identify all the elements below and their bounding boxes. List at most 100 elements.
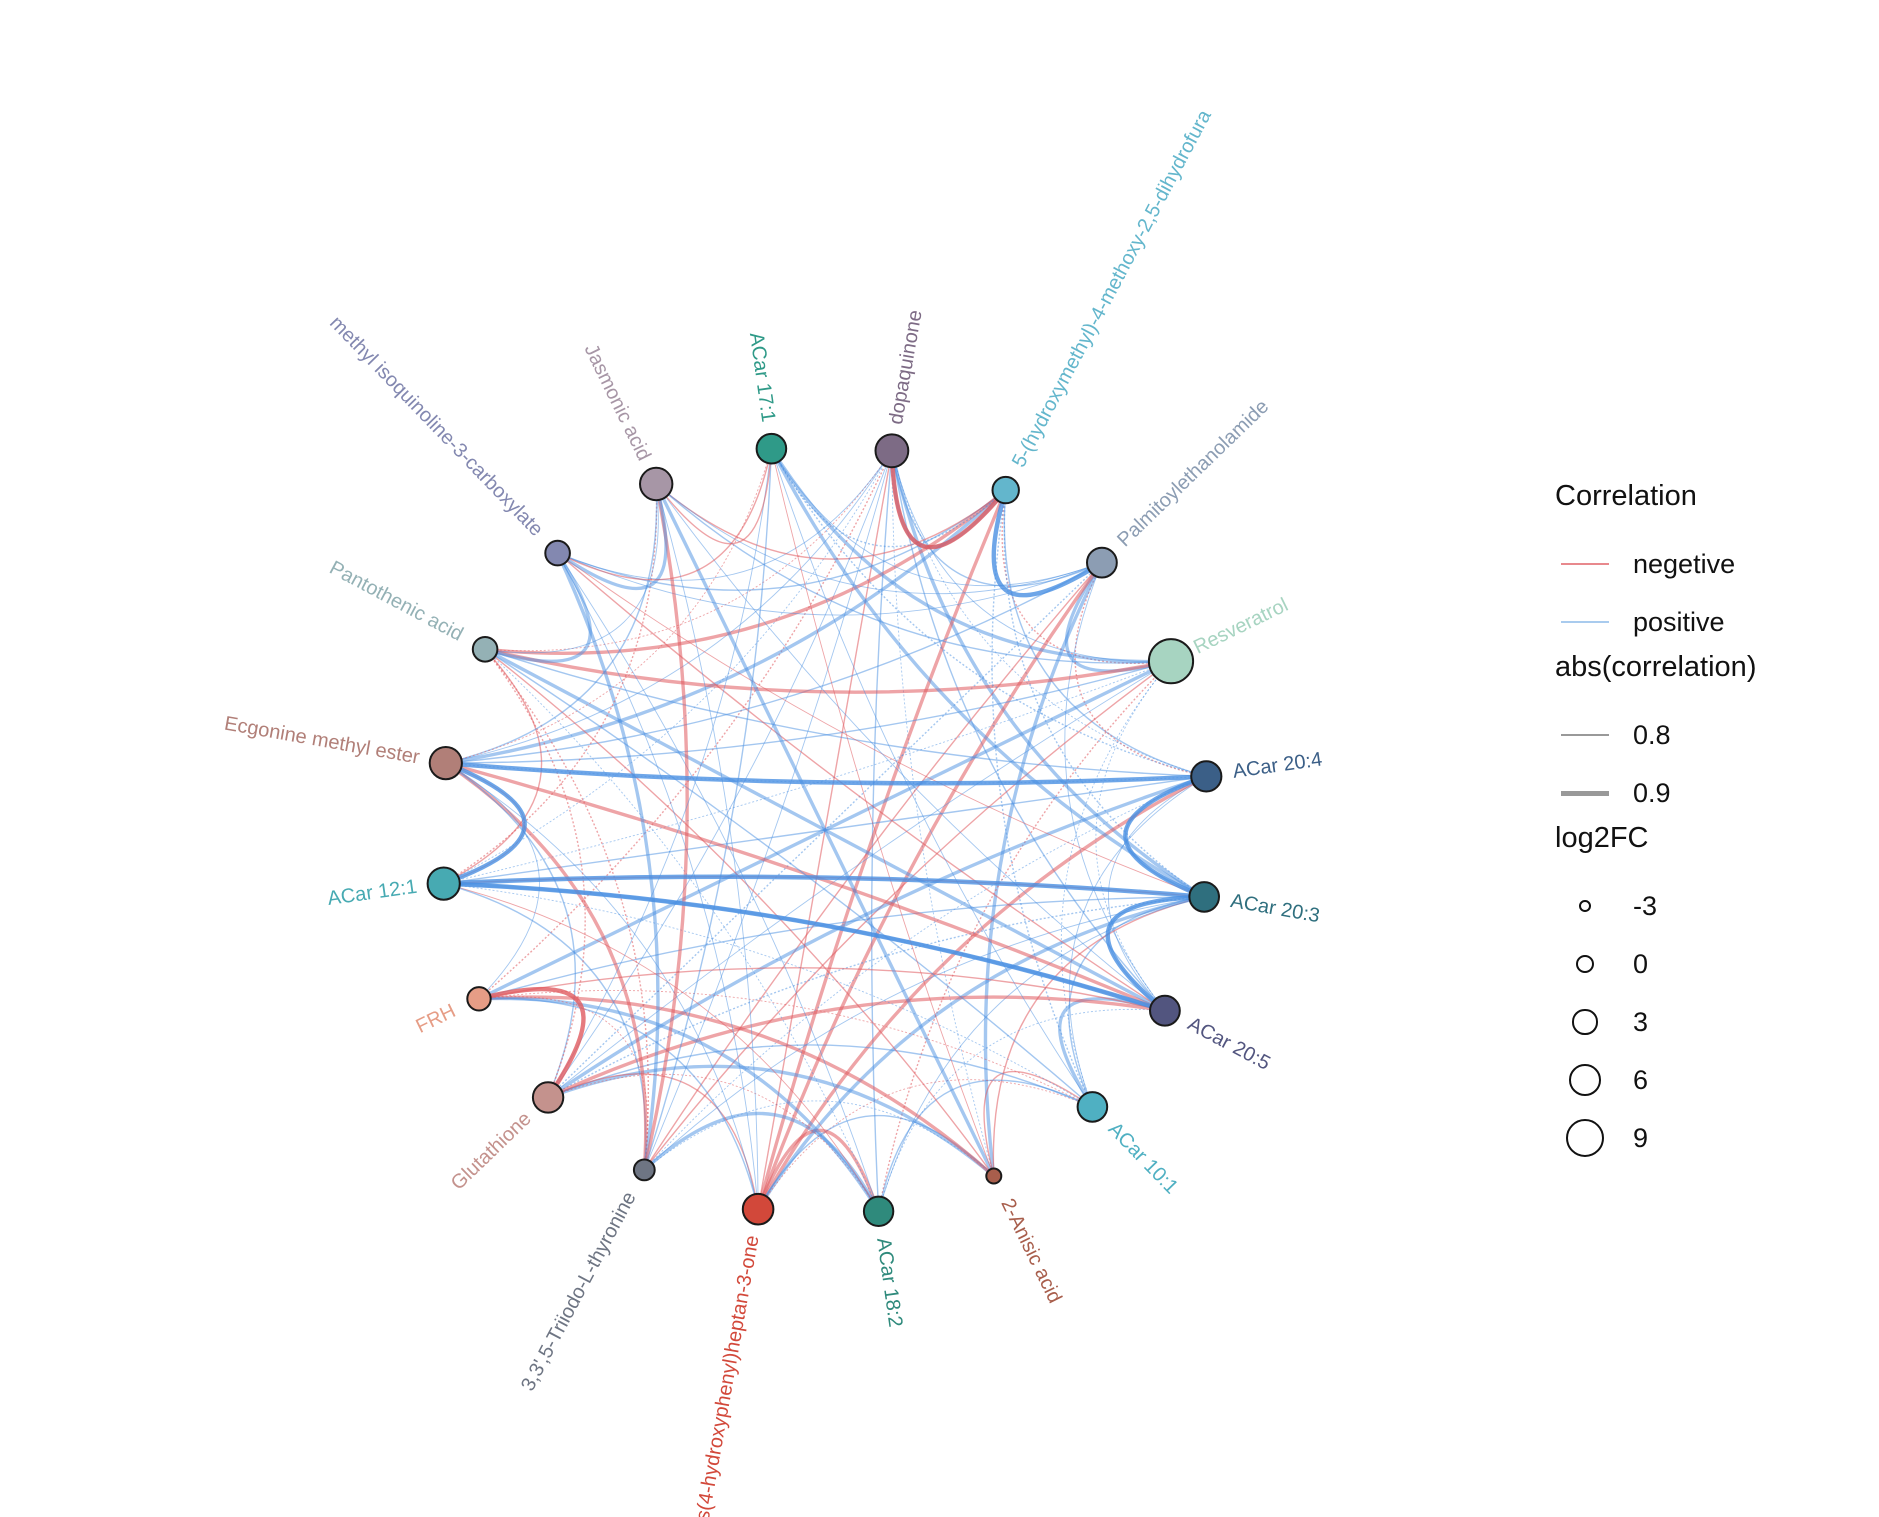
correlation-edge — [769, 447, 1206, 899]
correlation-edge — [484, 647, 1172, 694]
legend-log2fc-label: 6 — [1633, 1064, 1649, 1095]
correlation-edge — [557, 552, 1103, 616]
correlation-edge — [443, 660, 1172, 885]
legend-abs-0-8-label: 0.8 — [1633, 719, 1671, 750]
legend-abs-correlation-title: abs(correlation) — [1555, 651, 1757, 683]
legend-log2fc-circle — [1579, 900, 1591, 912]
correlation-edge — [557, 552, 880, 1212]
network-nodes — [426, 432, 1223, 1228]
correlation-edge — [445, 762, 759, 1210]
correlation-edge — [756, 895, 1205, 1211]
correlation-edge — [556, 552, 660, 1171]
legend-positive-line — [1561, 621, 1609, 623]
node-label-11: 1,7-bis(4-hydroxyphenyl)heptan-3-one — [683, 1234, 764, 1517]
legend-log2fc-circle — [1569, 1064, 1601, 1096]
correlation-edge — [1095, 660, 1172, 1011]
legend-log2fc-circle — [1565, 1118, 1605, 1158]
correlation-edge — [654, 483, 996, 1177]
correlation-edge — [769, 447, 1172, 664]
node-12 — [632, 1158, 656, 1182]
correlation-edge-strong — [445, 760, 1207, 786]
node-label-13: Glutathione — [447, 1108, 536, 1195]
correlation-edge — [878, 1009, 1165, 1212]
correlation-edge — [1058, 997, 1166, 1108]
correlation-edge — [444, 761, 648, 1171]
correlation-edge — [1003, 490, 1205, 898]
correlation-edge — [445, 483, 658, 764]
node-19 — [639, 466, 674, 502]
node-label-19: Jasmonic acid — [580, 341, 655, 465]
legend-negative-line — [1561, 563, 1609, 565]
correlation-edge — [557, 448, 773, 581]
correlation-edge — [478, 990, 1093, 1108]
correlation-edge-strong — [478, 986, 586, 1099]
node-5 — [1190, 760, 1223, 793]
correlation-edge — [485, 483, 659, 654]
correlation-edge — [557, 552, 759, 1210]
correlation-edge — [642, 483, 689, 1171]
correlation-edge — [871, 450, 893, 1212]
correlation-edge — [983, 561, 1104, 1177]
node-4 — [1147, 638, 1195, 685]
legend-abs-0-9-row: 0.9 — [1555, 764, 1855, 822]
legend-log2fc-circle — [1572, 1009, 1598, 1035]
correlation-edge-strong — [1123, 774, 1208, 899]
legend-log2fc-label: 9 — [1633, 1122, 1649, 1153]
legend-log2fc-label: 3 — [1633, 1006, 1649, 1037]
correlation-edge — [443, 883, 1093, 1108]
correlation-edge — [655, 483, 1007, 560]
correlation-edge — [770, 448, 1093, 1108]
node-label-20: ACar 17:1 — [745, 331, 779, 423]
correlation-edge — [643, 660, 1172, 1171]
correlation-edge-strong — [443, 881, 1166, 1013]
node-11 — [741, 1192, 775, 1226]
correlation-edge — [770, 448, 1207, 778]
correlation-edge — [756, 489, 1008, 1210]
node-label-12: 3,3',5-Triiodo-L-thyronine — [517, 1188, 641, 1394]
node-9 — [985, 1167, 1003, 1185]
correlation-edge — [891, 450, 1207, 777]
node-18 — [544, 539, 571, 567]
correlation-edge — [557, 552, 1205, 898]
correlation-edge — [983, 1070, 1093, 1177]
correlation-edge — [992, 896, 1205, 1177]
correlation-edge — [643, 448, 773, 1171]
correlation-edge — [445, 761, 1166, 1013]
node-label-2: 5-(hydroxymethyl)-4-methoxy-2,5-dihydrof… — [1008, 106, 1216, 471]
node-10 — [862, 1195, 895, 1228]
correlation-edge — [484, 648, 586, 1098]
legend-positive-row: positive — [1555, 593, 1855, 651]
node-7 — [1149, 994, 1181, 1027]
correlation-edge — [878, 896, 1205, 1212]
correlation-edge — [478, 997, 759, 1210]
legend-log2fc-label: -3 — [1633, 890, 1658, 921]
node-8 — [1076, 1091, 1109, 1123]
node-13 — [531, 1081, 565, 1114]
node-label-18: methyl isoquinoline-3-carboxylate — [325, 312, 547, 541]
correlation-edge — [547, 896, 1205, 1099]
correlation-edge — [445, 448, 772, 764]
legend-log2fc-label: 0 — [1633, 948, 1649, 979]
node-6 — [1188, 881, 1220, 913]
legend-abs-0-9-label: 0.9 — [1633, 777, 1671, 808]
correlation-edge — [556, 483, 668, 591]
correlation-edge — [547, 995, 1166, 1099]
node-label-1: dopaquinone — [885, 308, 927, 426]
correlation-edge — [557, 489, 1007, 591]
correlation-edge — [445, 762, 540, 1000]
legend: Correlation negetive positive abs(correl… — [1555, 470, 1855, 1167]
legend-negative-label: negetive — [1633, 548, 1736, 579]
legend-log2fc-circle — [1575, 954, 1595, 974]
correlation-edge — [643, 562, 1103, 1171]
correlation-edge — [485, 450, 893, 652]
correlation-edge — [478, 995, 995, 1178]
correlation-edge — [770, 448, 995, 1177]
correlation-edge — [443, 450, 893, 885]
correlation-edge — [655, 448, 773, 545]
node-label-16: Ecgonine methyl ester — [223, 713, 422, 769]
node-label-10: ACar 18:2 — [872, 1236, 906, 1328]
correlation-edge-strong — [443, 874, 1205, 900]
correlation-edge — [891, 450, 995, 1177]
correlation-edge — [547, 448, 772, 1098]
